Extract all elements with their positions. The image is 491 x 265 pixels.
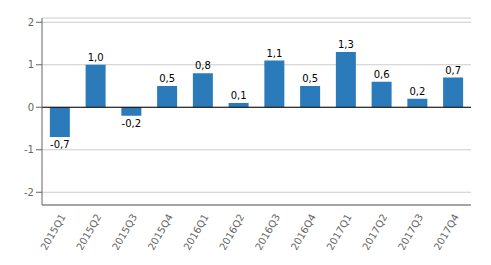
- svg-text:2017Q3: 2017Q3: [396, 212, 425, 252]
- svg-text:0,8: 0,8: [195, 60, 211, 71]
- svg-text:1,0: 1,0: [88, 52, 104, 63]
- svg-text:2016Q4: 2016Q4: [289, 212, 318, 252]
- svg-text:0,2: 0,2: [409, 86, 425, 97]
- svg-text:2015Q3: 2015Q3: [110, 212, 139, 252]
- svg-text:-0,2: -0,2: [122, 118, 142, 129]
- svg-text:0,7: 0,7: [445, 65, 461, 76]
- svg-text:-0,7: -0,7: [50, 139, 70, 150]
- svg-text:2016Q1: 2016Q1: [181, 212, 210, 252]
- svg-text:-2: -2: [24, 187, 34, 198]
- svg-text:0,6: 0,6: [374, 69, 390, 80]
- svg-text:0: 0: [28, 102, 34, 113]
- svg-text:2017Q4: 2017Q4: [432, 212, 461, 252]
- svg-text:2016Q3: 2016Q3: [253, 212, 282, 252]
- svg-text:1,1: 1,1: [266, 48, 282, 59]
- svg-text:2: 2: [28, 17, 34, 28]
- svg-text:2015Q2: 2015Q2: [74, 212, 103, 252]
- svg-text:2017Q1: 2017Q1: [324, 212, 353, 252]
- svg-text:2016Q2: 2016Q2: [217, 212, 246, 252]
- svg-text:2017Q2: 2017Q2: [360, 212, 389, 252]
- svg-text:0,5: 0,5: [159, 73, 175, 84]
- svg-text:2015Q4: 2015Q4: [146, 212, 175, 252]
- svg-text:2015Q1: 2015Q1: [38, 212, 67, 252]
- svg-text:1,3: 1,3: [338, 39, 354, 50]
- svg-text:1: 1: [28, 59, 34, 70]
- svg-text:0,5: 0,5: [302, 73, 318, 84]
- svg-text:0,1: 0,1: [231, 90, 247, 101]
- svg-text:-1: -1: [24, 144, 34, 155]
